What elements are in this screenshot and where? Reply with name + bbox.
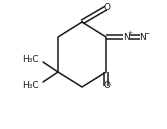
Text: +: +: [127, 30, 133, 35]
Text: H₃C: H₃C: [22, 80, 39, 90]
Text: N: N: [140, 33, 146, 42]
Text: −: −: [144, 30, 150, 35]
Text: N: N: [123, 33, 129, 42]
Text: O: O: [104, 82, 111, 91]
Text: H₃C: H₃C: [22, 54, 39, 63]
Text: O: O: [104, 3, 111, 13]
